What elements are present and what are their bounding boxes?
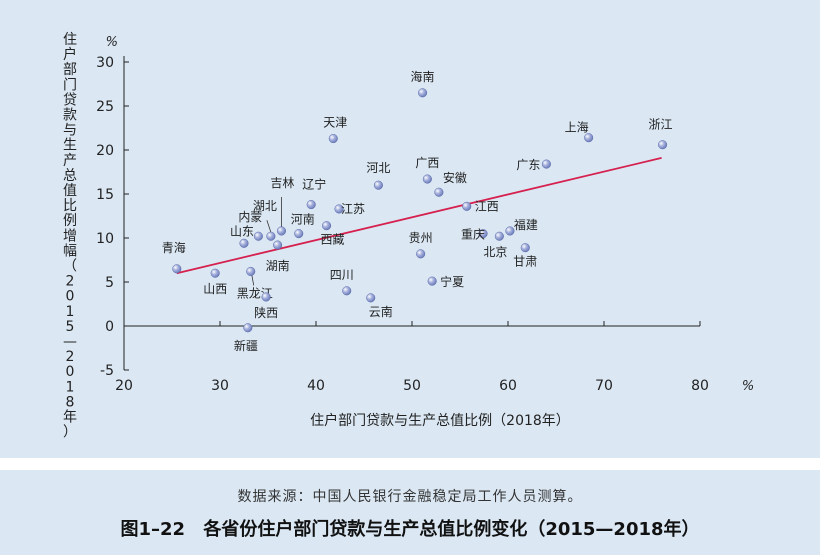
y-tick-label: 30 (96, 55, 114, 71)
point-label: 北京 (483, 245, 507, 259)
point-label: 山西 (203, 282, 227, 296)
point-label: 甘肃 (513, 255, 537, 269)
point-label: 云南 (369, 304, 393, 319)
data-point (246, 266, 256, 276)
point-label: 宁夏 (440, 274, 464, 289)
x-unit-label: % (742, 379, 754, 394)
data-point (434, 187, 444, 197)
data-point (294, 229, 304, 239)
x-tick-label: 70 (595, 378, 613, 394)
x-tick-label: 80 (691, 378, 709, 394)
point-label: 山东 (230, 224, 254, 238)
data-point (172, 264, 182, 274)
data-point (462, 201, 472, 211)
trend-line (176, 157, 662, 275)
data-point (253, 231, 263, 241)
y-tick-label: 10 (96, 231, 114, 247)
data-point (584, 133, 594, 143)
x-tick-label: 60 (499, 378, 517, 394)
figure-title-text: 各省份住户部门贷款与生产总值比例变化（2015—2018年） (203, 519, 700, 540)
data-point (239, 238, 249, 248)
point-label: 天津 (323, 116, 347, 130)
data-point (306, 200, 316, 210)
data-point (422, 174, 432, 184)
point-label: 内蒙 (238, 210, 262, 224)
data-point (418, 88, 428, 98)
point-label: 安徽 (443, 170, 467, 185)
data-point (273, 240, 283, 250)
scatter-chart: -5 0 5 10 15 20 25 30 20 30 40 50 60 70 80%% 住户部门贷款与生产总… (63, 32, 754, 441)
data-point (416, 249, 426, 259)
y-unit-label: % (106, 35, 118, 50)
point-label: 重庆 (461, 228, 485, 242)
y-tick-label: 25 (96, 99, 114, 115)
point-label: 江苏 (341, 202, 365, 216)
data-point (478, 229, 488, 239)
leader-line (266, 220, 272, 233)
point-label: 广西 (415, 156, 439, 170)
point-label: 福建 (514, 217, 538, 232)
x-tick-label: 20 (115, 378, 133, 394)
point-label: 辽宁 (302, 177, 326, 192)
point-label: 陕西 (254, 305, 278, 320)
data-point (373, 180, 383, 190)
chart-panel (0, 0, 820, 458)
y-tick-label: 5 (105, 275, 114, 291)
point-label: 贵州 (409, 231, 433, 245)
point-label: 浙江 (649, 118, 673, 132)
data-point (427, 276, 437, 286)
point-label: 西藏 (321, 233, 345, 247)
data-point (243, 323, 253, 333)
y-axis-title: 住户部门贷款与生产总值比例增幅（ 2 0 1 5—2 0 1 8 年） (63, 32, 77, 441)
data-point (334, 204, 344, 214)
leader-line (251, 274, 255, 286)
figure-number: 图1–22 (120, 519, 186, 540)
x-tick-label: 30 (211, 378, 229, 394)
x-axis-title: 住户部门贷款与生产总值比例（2018年） (310, 412, 570, 429)
data-point (261, 292, 271, 302)
point-label: 江西 (475, 199, 499, 213)
caption-panel (0, 470, 820, 555)
point-label: 广东 (516, 158, 540, 172)
point-label: 四川 (330, 268, 354, 282)
point-label: 新疆 (234, 338, 258, 353)
data-point (276, 226, 286, 236)
y-tick-label: 0 (105, 319, 114, 335)
data-point (210, 268, 220, 278)
data-point (366, 293, 376, 303)
data-point (541, 159, 551, 169)
point-label: 吉林 (270, 176, 294, 190)
point-label: 湖北 (253, 198, 277, 213)
point-label: 上海 (565, 120, 589, 135)
point-label: 河北 (366, 161, 390, 175)
data-point (658, 140, 668, 150)
y-tick-label: -5 (100, 363, 114, 379)
point-label: 青海 (162, 240, 186, 255)
point-label: 海南 (411, 69, 435, 84)
data-point (342, 286, 352, 296)
data-point (505, 226, 515, 236)
y-tick-label: 20 (96, 143, 114, 159)
data-point (322, 221, 332, 231)
x-tick-label: 50 (403, 378, 421, 394)
figure-title: 图1–22 各省份住户部门贷款与生产总值比例变化（2015—2018年） (0, 515, 820, 541)
data-point (266, 231, 276, 241)
data-point (328, 134, 338, 144)
data-point (520, 243, 530, 253)
point-label: 河南 (291, 212, 315, 227)
y-tick-label: 15 (96, 187, 114, 203)
x-tick-label: 40 (307, 378, 325, 394)
source-note: 数据来源：中国人民银行金融稳定局工作人员测算。 (237, 489, 583, 505)
point-label: 湖南 (266, 258, 290, 273)
data-point (494, 231, 504, 241)
